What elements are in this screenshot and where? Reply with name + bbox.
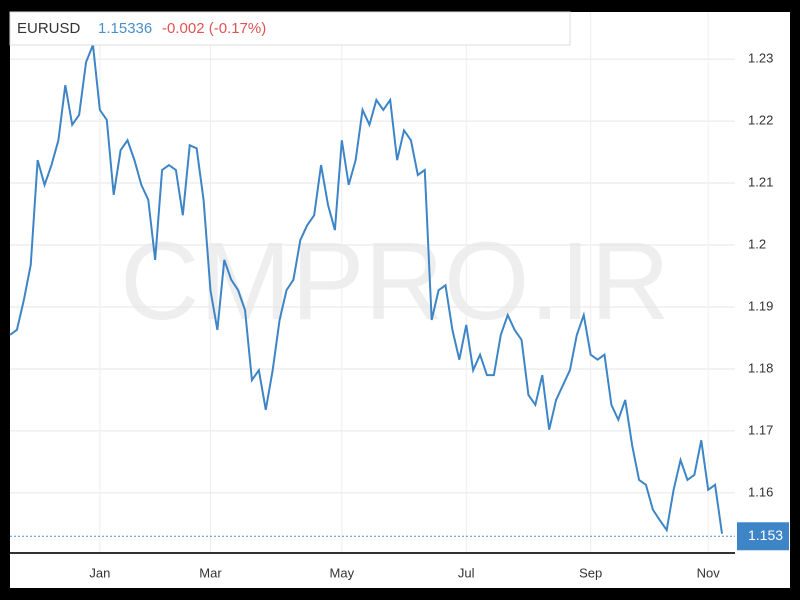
- header-box: [9, 11, 571, 46]
- x-tick-label: Jul: [458, 565, 475, 580]
- change: -0.002 (-0.17%): [162, 20, 266, 37]
- y-tick-label: 1.17: [748, 422, 773, 437]
- x-tick-label: Nov: [697, 565, 721, 580]
- y-tick-label: 1.18: [748, 360, 773, 375]
- y-tick-label: 1.21: [748, 174, 773, 189]
- chart-background: [10, 12, 790, 588]
- last-value-label: 1.153: [748, 527, 783, 543]
- y-tick-label: 1.19: [748, 298, 773, 313]
- x-tick-label: Jan: [89, 565, 110, 580]
- last-value-tag: [737, 522, 789, 551]
- y-tick-label: 1.16: [748, 484, 773, 499]
- y-tick-label: 1.23: [748, 51, 773, 66]
- y-tick-label: 1.22: [748, 113, 773, 128]
- y-tick-label: 1.2: [748, 236, 766, 251]
- symbol: EURUSD: [17, 20, 81, 37]
- price-line: [9, 44, 723, 534]
- x-tick-label: Sep: [579, 565, 602, 580]
- watermark: CMPRO.IR: [120, 220, 670, 343]
- price: 1.15336: [98, 20, 152, 37]
- x-tick-label: May: [330, 565, 355, 580]
- x-tick-label: Mar: [199, 565, 222, 580]
